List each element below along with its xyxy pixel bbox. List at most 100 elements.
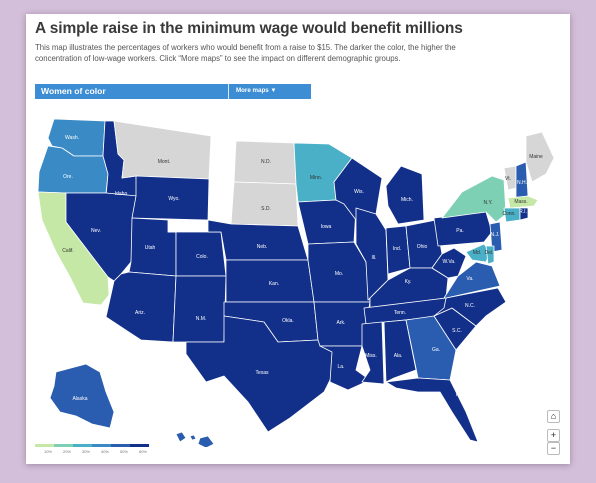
state-label-ind: Ind. <box>393 246 401 252</box>
state-label-ark: Ark. <box>337 320 346 326</box>
state-hawaii[interactable] <box>175 431 215 447</box>
legend: 10% 20% 30% 40% 50% 60% <box>35 444 155 460</box>
state-label-nc: N.C. <box>465 303 475 309</box>
state-la[interactable] <box>319 345 371 391</box>
state-mass[interactable] <box>507 195 539 209</box>
state-label-vt: Vt. <box>505 176 511 182</box>
state-ri[interactable] <box>519 207 529 221</box>
state-label-iowa: Iowa <box>321 224 332 230</box>
legend-tick-label: 20% <box>62 449 71 454</box>
legend-tick-label: 40% <box>100 449 109 454</box>
home-button[interactable]: ⌂ <box>547 410 560 423</box>
state-label-nd: N.D. <box>261 159 271 165</box>
legend-tick-label: 10% <box>43 449 52 454</box>
description-line-2: concentration of low-wage workers. Click… <box>35 54 401 63</box>
state-label-colo: Colo. <box>196 254 208 260</box>
state-label-ore: Ore. <box>63 174 73 180</box>
state-label-wis: Wis. <box>354 189 364 195</box>
legend-swatch-c60 <box>130 444 149 447</box>
state-ga[interactable] <box>405 315 457 381</box>
state-label-mass: Mass. <box>514 199 527 205</box>
state-label-mo: Mo. <box>335 271 343 277</box>
state-wyo[interactable] <box>131 175 210 221</box>
state-label-sc: S.C. <box>452 328 462 334</box>
state-miss[interactable] <box>361 321 385 385</box>
state-mich[interactable] <box>385 165 425 225</box>
state-label-tenn: Tenn. <box>394 310 406 316</box>
zoom-in-button[interactable]: + <box>547 429 560 442</box>
state-nj[interactable] <box>489 221 503 253</box>
more-maps-button[interactable]: More maps ▼ <box>236 87 277 94</box>
state-label-ri: R.I. <box>519 209 527 215</box>
state-alaska[interactable] <box>49 363 115 429</box>
state-fla[interactable] <box>385 377 479 443</box>
plus-icon: + <box>550 430 557 440</box>
legend-tick-label: 50% <box>119 449 128 454</box>
description-line-1: This map illustrates the percentages of … <box>35 43 456 52</box>
state-label-nm: N.M. <box>196 316 207 322</box>
state-label-kan: Kan. <box>269 281 279 287</box>
state-ala[interactable] <box>383 319 417 383</box>
state-label-mont: Mont. <box>158 159 171 165</box>
minus-icon: − <box>550 443 557 453</box>
legend-tick-label: 60% <box>138 449 147 454</box>
legend-swatch-c20 <box>54 444 73 447</box>
state-wva[interactable] <box>431 247 467 279</box>
state-iowa[interactable] <box>297 199 357 245</box>
state-label-nj: N.J. <box>491 232 500 238</box>
home-icon: ⌂ <box>550 411 557 421</box>
selected-map-label: Women of color <box>41 86 106 96</box>
state-label-alaska: Alaska <box>72 396 87 402</box>
state-label-nh: N.H. <box>517 180 527 186</box>
state-label-maine: Maine <box>529 154 543 160</box>
map-selector-bar: Women of color More maps ▼ <box>35 84 311 99</box>
state-nm[interactable] <box>172 275 227 343</box>
state-label-okla: Okla. <box>282 318 294 324</box>
state-label-wash: Wash. <box>65 135 79 141</box>
state-label-la: La. <box>338 364 345 370</box>
state-label-va: Va. <box>466 276 473 282</box>
state-label-neb: Neb. <box>257 244 268 250</box>
legend-tick-label: 30% <box>81 449 90 454</box>
state-del[interactable] <box>485 245 495 265</box>
state-label-ariz: Ariz. <box>135 310 145 316</box>
state-label-ala: Ala. <box>394 353 403 359</box>
state-label-nev: Nev. <box>91 228 101 234</box>
state-label-wyo: Wyo. <box>168 196 179 202</box>
selector-divider <box>228 84 229 99</box>
state-maine[interactable] <box>525 131 555 183</box>
state-label-fla: Fla. <box>456 392 464 398</box>
state-label-mich: Mich. <box>401 197 413 203</box>
legend-swatch-c30 <box>73 444 92 447</box>
legend-swatch-c10 <box>35 444 54 447</box>
map-card: A simple raise in the minimum wage would… <box>26 14 570 464</box>
state-mont[interactable] <box>113 120 212 180</box>
state-label-ohio: Ohio <box>417 244 428 250</box>
state-label-miss: Miss. <box>365 353 377 359</box>
state-ariz[interactable] <box>105 271 177 343</box>
state-label-texas: Texas <box>255 370 269 376</box>
state-label-ky: Ky. <box>405 279 412 285</box>
state-label-sd: S.D. <box>261 206 271 212</box>
state-sd[interactable] <box>230 181 299 227</box>
state-label-conn: Conn. <box>502 211 515 217</box>
state-label-pa: Pa. <box>456 228 464 234</box>
state-label-utah: Utah <box>145 245 156 251</box>
state-label-wva: W.Va. <box>443 259 456 265</box>
us-choropleth-map: Wash. Ore. Calif. Idaho Nev. Mont. Wyo. Utah Ari… <box>37 118 555 447</box>
state-label-idaho: Idaho <box>115 191 128 197</box>
state-ny[interactable] <box>441 175 507 223</box>
zoom-out-button[interactable]: − <box>547 442 560 455</box>
page-title: A simple raise in the minimum wage would… <box>35 20 463 37</box>
legend-swatch-c40 <box>92 444 111 447</box>
description: This map illustrates the percentages of … <box>35 42 565 64</box>
legend-swatch-c50 <box>111 444 130 447</box>
state-label-minn: Minn. <box>310 175 322 181</box>
state-label-calif: Calif. <box>62 248 73 254</box>
state-label-md: Md. <box>473 250 481 256</box>
state-label-ny: N.Y. <box>483 200 492 206</box>
state-label-hawaii: Hawaii <box>178 424 193 430</box>
state-nc[interactable] <box>433 287 507 327</box>
state-label-ill: Ill. <box>372 255 377 261</box>
state-label-del: Del. <box>485 250 494 256</box>
